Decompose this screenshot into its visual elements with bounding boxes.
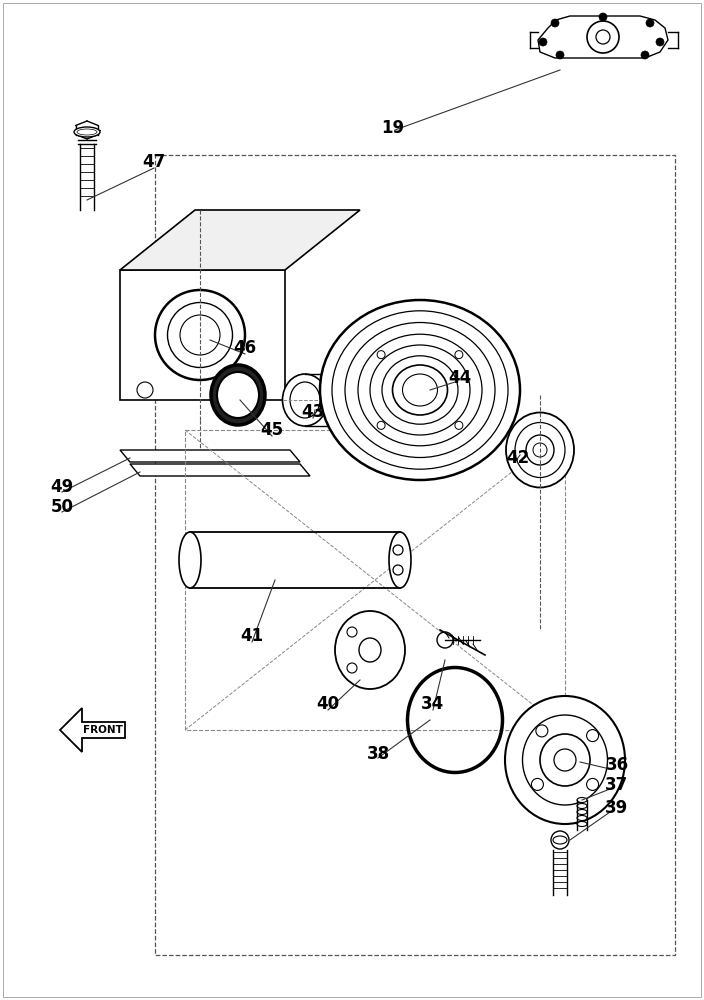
- Text: 41: 41: [241, 627, 263, 645]
- Circle shape: [137, 382, 153, 398]
- Ellipse shape: [217, 372, 259, 418]
- Circle shape: [556, 51, 564, 59]
- Circle shape: [551, 831, 569, 849]
- Circle shape: [347, 627, 357, 637]
- Text: 38: 38: [367, 745, 389, 763]
- Circle shape: [247, 382, 263, 398]
- Circle shape: [551, 19, 559, 27]
- Ellipse shape: [554, 749, 576, 771]
- Circle shape: [347, 663, 357, 673]
- Ellipse shape: [553, 836, 567, 844]
- Ellipse shape: [577, 798, 587, 802]
- Circle shape: [455, 421, 463, 429]
- Ellipse shape: [533, 443, 547, 457]
- Circle shape: [455, 351, 463, 359]
- Ellipse shape: [393, 365, 448, 415]
- Text: 45: 45: [260, 421, 284, 439]
- Polygon shape: [130, 464, 310, 476]
- Circle shape: [437, 632, 453, 648]
- Ellipse shape: [577, 822, 587, 826]
- Text: 36: 36: [605, 756, 629, 774]
- Text: 47: 47: [142, 153, 165, 171]
- Bar: [185, 430, 565, 730]
- Ellipse shape: [540, 734, 590, 786]
- Ellipse shape: [322, 374, 367, 426]
- Text: 49: 49: [51, 478, 74, 496]
- Polygon shape: [120, 270, 285, 400]
- Circle shape: [393, 545, 403, 555]
- Circle shape: [377, 351, 385, 359]
- Polygon shape: [60, 708, 125, 752]
- Ellipse shape: [179, 532, 201, 588]
- Ellipse shape: [180, 315, 220, 355]
- Circle shape: [393, 565, 403, 575]
- Text: 44: 44: [448, 369, 472, 387]
- Ellipse shape: [335, 611, 405, 689]
- Text: 39: 39: [605, 799, 629, 817]
- Ellipse shape: [403, 374, 437, 406]
- Circle shape: [586, 730, 598, 742]
- Circle shape: [656, 38, 664, 46]
- Polygon shape: [120, 450, 300, 462]
- Circle shape: [532, 778, 543, 790]
- Polygon shape: [120, 210, 360, 270]
- Text: 40: 40: [316, 695, 339, 713]
- Circle shape: [539, 38, 547, 46]
- Circle shape: [641, 51, 649, 59]
- Circle shape: [596, 30, 610, 44]
- Ellipse shape: [505, 696, 625, 824]
- Circle shape: [599, 13, 607, 21]
- Circle shape: [587, 21, 619, 53]
- Circle shape: [536, 725, 548, 737]
- Ellipse shape: [290, 382, 320, 418]
- Ellipse shape: [74, 127, 100, 137]
- Ellipse shape: [320, 300, 520, 480]
- Ellipse shape: [577, 816, 587, 820]
- Ellipse shape: [155, 290, 245, 380]
- Polygon shape: [538, 16, 668, 58]
- Text: 42: 42: [506, 449, 529, 467]
- Ellipse shape: [168, 302, 232, 367]
- Ellipse shape: [77, 129, 97, 135]
- Bar: [155, 155, 675, 955]
- Text: 37: 37: [605, 776, 629, 794]
- Text: 43: 43: [301, 403, 325, 421]
- Text: 46: 46: [234, 339, 256, 357]
- Ellipse shape: [359, 638, 381, 662]
- Ellipse shape: [577, 804, 587, 808]
- Ellipse shape: [522, 715, 608, 805]
- Text: FRONT: FRONT: [83, 725, 123, 735]
- Ellipse shape: [506, 412, 574, 488]
- Text: 50: 50: [51, 498, 73, 516]
- Circle shape: [377, 421, 385, 429]
- Ellipse shape: [330, 382, 360, 418]
- Text: 34: 34: [422, 695, 445, 713]
- Ellipse shape: [526, 435, 554, 465]
- Circle shape: [646, 19, 654, 27]
- Ellipse shape: [389, 532, 411, 588]
- Ellipse shape: [577, 810, 587, 814]
- Ellipse shape: [282, 374, 327, 426]
- Circle shape: [586, 778, 598, 790]
- Ellipse shape: [211, 365, 265, 425]
- Text: 19: 19: [382, 119, 405, 137]
- Ellipse shape: [515, 422, 565, 478]
